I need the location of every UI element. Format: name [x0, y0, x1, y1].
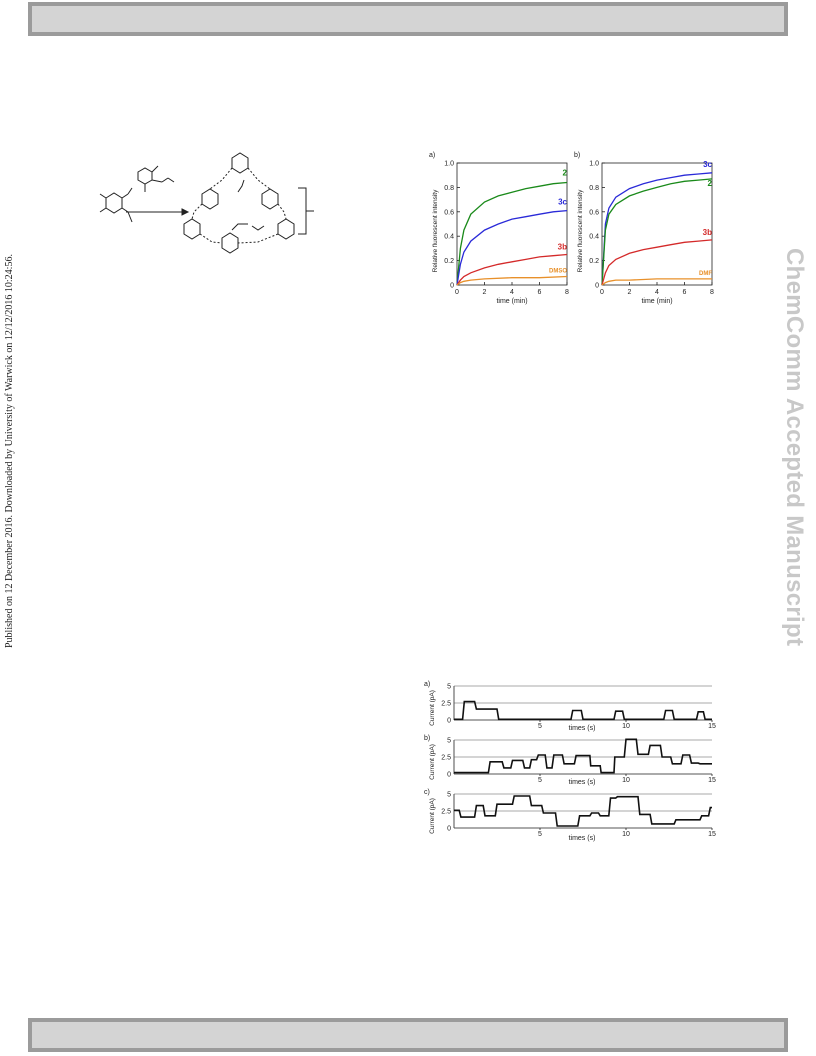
series-line-3c: [456, 209, 568, 286]
chart-x-axis-label: time (min): [641, 298, 672, 305]
x-tick-label: 15: [708, 831, 716, 838]
y-tick-label: 0.6: [444, 209, 454, 216]
series-line-2: [601, 178, 713, 286]
current-trace-line: [454, 738, 712, 774]
current-trace-b: b) Current (pA) times (s) 0 2.5 5 5 10 15: [424, 735, 716, 786]
plot-frame: [456, 162, 568, 286]
y-tick-label: 0.2: [444, 258, 454, 265]
chart-panel-label: a): [429, 152, 435, 159]
series-label-3c: 3c: [558, 198, 567, 207]
x-tick-label: 15: [708, 777, 716, 784]
chart-y-axis-label: Current (pA): [429, 744, 436, 780]
series-label-3b: 3b: [558, 243, 567, 252]
x-tick-label: 15: [708, 723, 716, 730]
current-trace-line: [454, 700, 712, 721]
y-tick-label: 1.0: [444, 161, 454, 168]
y-tick-label: 0.4: [444, 234, 454, 241]
y-tick-label: 0: [447, 718, 451, 725]
chart-y-axis-label: Relative fluorescent intensity: [577, 189, 584, 272]
publication-note: Published on 12 December 2016. Downloade…: [4, 254, 15, 648]
series-line-dmf: [601, 278, 712, 286]
series-label-dmso: DMSO: [549, 268, 567, 274]
x-tick-label: 2: [483, 289, 487, 296]
series-label-3c: 3c: [703, 160, 712, 169]
x-tick-label: 5: [538, 777, 542, 784]
x-tick-label: 2: [628, 289, 632, 296]
y-tick-label: 0: [447, 772, 451, 779]
series-line-3c: [601, 172, 713, 286]
y-tick-label: 0.8: [444, 185, 454, 192]
chart-x-axis-label: times (s): [569, 835, 596, 842]
series-label-3b: 3b: [703, 228, 712, 237]
x-tick-label: 6: [538, 289, 542, 296]
series-line-2: [456, 181, 568, 286]
fluorescence-chart-b: b) Relative fluorescent intensity time (…: [574, 152, 714, 305]
x-tick-label: 8: [710, 289, 714, 296]
footer-bar: [28, 1018, 788, 1052]
x-tick-label: 4: [510, 289, 514, 296]
series-line-3b: [601, 239, 713, 286]
header-bar: [28, 2, 788, 36]
chart-panel-label: b): [424, 735, 430, 742]
x-tick-label: 0: [455, 289, 459, 296]
current-trace-a: a) Current (pA) times (s) 0 2.5 5 5 10 15: [424, 681, 716, 732]
series-label-2: 2: [708, 179, 713, 188]
chart-x-axis-label: time (min): [496, 298, 527, 305]
y-tick-label: 0.4: [589, 234, 599, 241]
x-tick-label: 5: [538, 723, 542, 730]
x-tick-label: 10: [622, 723, 630, 730]
y-tick-label: 0: [595, 283, 599, 290]
plot-frame: [601, 162, 713, 286]
x-tick-label: 10: [622, 831, 630, 838]
series-line-3b: [456, 253, 568, 286]
series-label-2: 2: [563, 169, 568, 178]
y-tick-label: 5: [447, 738, 451, 745]
x-tick-label: 5: [538, 831, 542, 838]
series-line-dmso: [456, 275, 568, 286]
y-tick-label: 0.8: [589, 185, 599, 192]
chart-x-axis-label: times (s): [569, 725, 596, 732]
chemical-scheme: [99, 152, 314, 254]
fluorescence-chart-a: a) Relative fluorescent intensity time (…: [429, 152, 569, 305]
current-trace-line: [454, 795, 712, 827]
y-tick-label: 5: [447, 792, 451, 799]
y-tick-label: 2.5: [441, 701, 451, 708]
y-tick-label: 0: [450, 283, 454, 290]
chart-y-axis-label: Current (pA): [429, 690, 436, 726]
y-tick-label: 2.5: [441, 809, 451, 816]
x-tick-label: 4: [655, 289, 659, 296]
x-tick-label: 0: [600, 289, 604, 296]
x-tick-label: 10: [622, 777, 630, 784]
y-tick-label: 1.0: [589, 161, 599, 168]
accepted-manuscript-watermark: ChemComm Accepted Manuscript: [781, 248, 808, 647]
current-trace-c: c) Current (pA) times (s) 0 2.5 5 5 10 15: [424, 789, 716, 842]
y-tick-label: 5: [447, 684, 451, 691]
y-tick-label: 0.6: [589, 209, 599, 216]
chart-panel-label: a): [424, 681, 430, 688]
series-label-dmf: DMF: [699, 271, 712, 277]
chart-x-axis-label: times (s): [569, 779, 596, 786]
y-tick-label: 0.2: [589, 258, 599, 265]
x-tick-label: 6: [683, 289, 687, 296]
x-tick-label: 8: [565, 289, 569, 296]
chart-panel-label: c): [424, 789, 430, 796]
y-tick-label: 0: [447, 826, 451, 833]
chart-panel-label: b): [574, 152, 580, 159]
y-tick-label: 2.5: [441, 755, 451, 762]
chart-y-axis-label: Current (pA): [429, 798, 436, 834]
chart-y-axis-label: Relative fluorescent intensity: [432, 189, 439, 272]
